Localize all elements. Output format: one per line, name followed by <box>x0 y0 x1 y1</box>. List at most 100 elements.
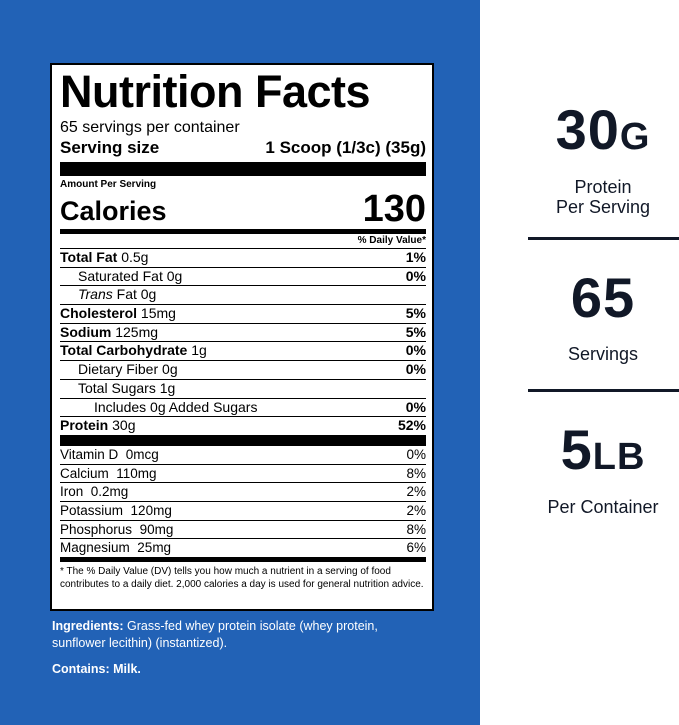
nutrient-amount: 0.5g <box>121 249 149 265</box>
vitamin-name: Phosphorus <box>60 521 133 537</box>
nutrient-dv: 1% <box>405 249 426 265</box>
vitamin-amount: 90mg <box>139 521 174 537</box>
nutrient-name: Includes 0g Added Sugars <box>94 398 258 415</box>
stat-divider <box>528 389 679 392</box>
vitamin-dv: 0% <box>406 446 426 462</box>
calories: Calories 130 <box>60 188 426 230</box>
stat-value: 65 <box>570 266 636 329</box>
label-title: Nutrition Facts <box>60 66 371 117</box>
stat-value-line: 65 <box>528 268 678 328</box>
nutrient-row: Total Carbohydrate 1g 0% <box>60 341 426 360</box>
nutrient-name: Total Fat <box>60 249 118 265</box>
stat-caption-line: Servings <box>567 344 639 364</box>
nutrient-dv: 0% <box>405 361 426 378</box>
contains: Contains: Milk. <box>52 662 141 676</box>
dv-header: % Daily Value* <box>357 235 426 246</box>
stat-value-line: 30G <box>528 100 678 167</box>
stat-caption-line: Per Serving <box>555 197 651 217</box>
nutrient-amount: 0g <box>162 361 178 378</box>
vitamin-name: Vitamin D <box>60 446 119 462</box>
nutrient-amount: 0g <box>140 286 157 303</box>
vitamin-row: Magnesium 25mg 6% <box>60 539 426 557</box>
nutrient-name: Dietary Fiber <box>78 361 159 378</box>
nutrient-row: Includes 0g Added Sugars 0% <box>60 397 426 417</box>
serving-size: Serving size 1 Scoop (1/3c) (35g) <box>60 137 426 159</box>
nutrient-row: Total Sugars 1g <box>60 378 426 398</box>
stat-caption: Per Container <box>528 497 678 517</box>
nutrient-name: Protein <box>60 417 109 434</box>
stat-caption: Servings <box>528 344 678 364</box>
nutrient-amount: 15mg <box>140 305 176 322</box>
stat-caption-line: Per Container <box>547 497 659 517</box>
stat-divider <box>528 237 679 240</box>
stat: 65 Servings <box>528 268 678 365</box>
serving-size-value: 1 Scoop (1/3c) (35g) <box>265 138 426 157</box>
nutrient-name: Total Carbohydrate <box>60 342 188 359</box>
ingredients-text: Grass-fed whey protein isolate (whey pro… <box>52 619 378 650</box>
servings: 65 servings per container <box>60 119 240 136</box>
nutrient-row: Total Fat 0.5g 1% <box>60 248 426 267</box>
nutrient-dv: 5% <box>405 323 426 340</box>
stat-caption-line: Protein <box>574 177 632 197</box>
rule <box>60 557 426 562</box>
nutrient-dv: 0% <box>405 267 426 284</box>
vitamin-row: Phosphorus 90mg 8% <box>60 521 426 540</box>
vitamin-row: Calcium 110mg 8% <box>60 465 426 484</box>
vitamin-dv: 6% <box>406 540 426 556</box>
nutrient-amount: 1g <box>159 379 176 396</box>
vitamin-dv: 8% <box>406 521 426 537</box>
nutrient-row: Saturated Fat 0g 0% <box>60 266 426 286</box>
stat-unit: G <box>619 116 651 158</box>
nutrient-amount: 0g <box>166 267 183 284</box>
vitamin-name: Potassium <box>60 502 124 518</box>
nutrient-dv: 5% <box>405 305 426 322</box>
vitamin-amount: 0.2mg <box>90 484 129 500</box>
ingredients-label: Ingredients: <box>52 619 124 633</box>
nutrient-dv: 0% <box>405 342 426 359</box>
vitamin-amount: 110mg <box>116 465 157 481</box>
vitamin-row: Iron 0.2mg 2% <box>60 483 426 502</box>
vitamin-name: Calcium <box>60 465 109 481</box>
vitamin-name: Iron <box>60 484 84 500</box>
vitamin-amount: 25mg <box>137 540 172 556</box>
nutrient-name: Sodium <box>60 323 112 340</box>
vitamin-list: Vitamin D 0mcg 0% Calcium 110mg 8% Iron 0.2m… <box>60 446 426 557</box>
stat: 30G Protein Per Serving <box>528 100 678 218</box>
calories-value: 130 <box>362 188 426 230</box>
vitamin-dv: 2% <box>406 484 426 500</box>
vitamin-left: Potassium 120mg <box>60 502 172 520</box>
stat: 5LB Per Container <box>528 420 678 518</box>
vitamin-row: Potassium 120mg 2% <box>60 502 426 521</box>
vitamin-name: Magnesium <box>60 540 130 556</box>
nutrient-row: Protein 30g 52% <box>60 416 426 435</box>
stat-value-line: 5LB <box>528 420 678 487</box>
nutrient-row: Sodium 125mg 5% <box>60 322 426 342</box>
rule <box>60 162 426 176</box>
nutrient-name: Fat <box>116 286 137 303</box>
nutrient-name: Cholesterol <box>60 305 138 322</box>
serving-size-label: Serving size <box>60 138 160 157</box>
nutrient-dv: 52% <box>397 417 426 434</box>
calories-label: Calories <box>60 196 167 226</box>
nutrient-row: Cholesterol 15mg 5% <box>60 304 426 323</box>
nutrient-amount: 125mg <box>115 323 159 340</box>
nutrient-name: Total Sugars <box>78 379 156 396</box>
vitamin-row: Vitamin D 0mcg 0% <box>60 446 426 465</box>
amount-per-serving: Amount Per Serving <box>60 179 157 190</box>
ingredients: Ingredients: Grass-fed whey protein isol… <box>52 618 432 678</box>
vitamin-left: Calcium 110mg <box>60 465 157 483</box>
vitamin-dv: 2% <box>406 502 426 518</box>
vitamin-left: Iron 0.2mg <box>60 483 128 501</box>
vitamin-left: Magnesium 25mg <box>60 539 171 557</box>
nutrient-row: Dietary Fiber 0g 0% <box>60 360 426 379</box>
nutrient-amount: 1g <box>191 342 207 359</box>
nutrient-dv: 0% <box>405 398 426 415</box>
stat-value: 30 <box>555 98 620 161</box>
vitamin-amount: 120mg <box>130 502 172 518</box>
nutrient-amount: 30g <box>112 417 136 434</box>
vitamin-left: Phosphorus 90mg <box>60 521 173 539</box>
footnote: * The % Daily Value (DV) tells you how m… <box>60 566 424 590</box>
ingredients-text-block: Ingredients: Grass-fed whey protein isol… <box>52 618 432 652</box>
